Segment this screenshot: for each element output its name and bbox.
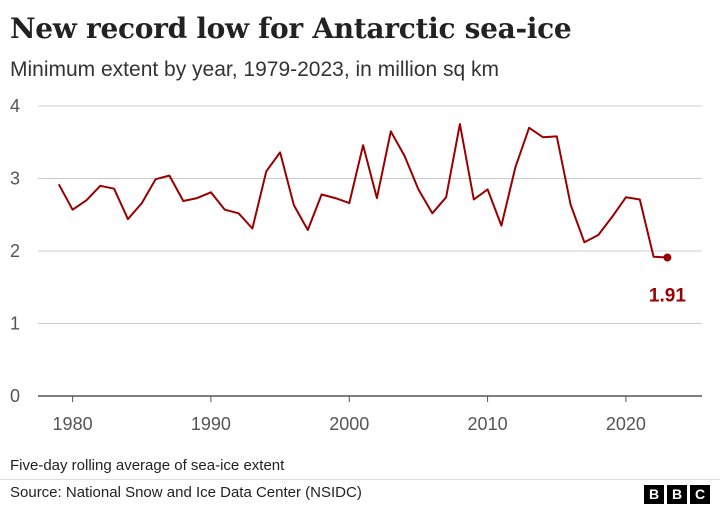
bbc-logo: B B C [644, 485, 710, 504]
sea-ice-extent-line [57, 123, 668, 259]
y-tick-label: 3 [10, 169, 20, 189]
x-tick-label: 2000 [329, 414, 369, 434]
chart-subtitle: Minimum extent by year, 1979-2023, in mi… [10, 58, 500, 81]
data-points [663, 253, 672, 262]
latest-value-marker [663, 253, 672, 262]
chart-title: New record low for Antarctic sea-ice [10, 12, 572, 45]
logo-letter-b1: B [644, 485, 664, 504]
x-tick-label: 2010 [468, 414, 508, 434]
x-axis-ticks: 1980 1990 2000 2010 2020 [53, 396, 646, 434]
chart-note: Five-day rolling average of sea-ice exte… [10, 457, 285, 474]
footer-divider [0, 479, 720, 480]
y-tick-label: 2 [10, 241, 20, 261]
x-tick-label: 1980 [53, 414, 93, 434]
y-tick-label: 1 [10, 314, 20, 334]
line-chart: 0 1 2 3 4 1980 1990 2000 2010 2020 1.91 [10, 96, 702, 434]
logo-letter-b2: B [667, 485, 687, 504]
gridlines [38, 105, 702, 397]
logo-letter-c: C [690, 485, 710, 504]
x-tick-label: 1990 [191, 414, 231, 434]
y-axis-ticks: 0 1 2 3 4 [10, 96, 20, 406]
y-tick-label: 4 [10, 96, 20, 116]
source-credit: Source: National Snow and Ice Data Cente… [10, 484, 362, 501]
x-tick-label: 2020 [606, 414, 646, 434]
end-value-label: 1.91 [649, 286, 686, 307]
y-tick-label: 0 [10, 386, 20, 406]
